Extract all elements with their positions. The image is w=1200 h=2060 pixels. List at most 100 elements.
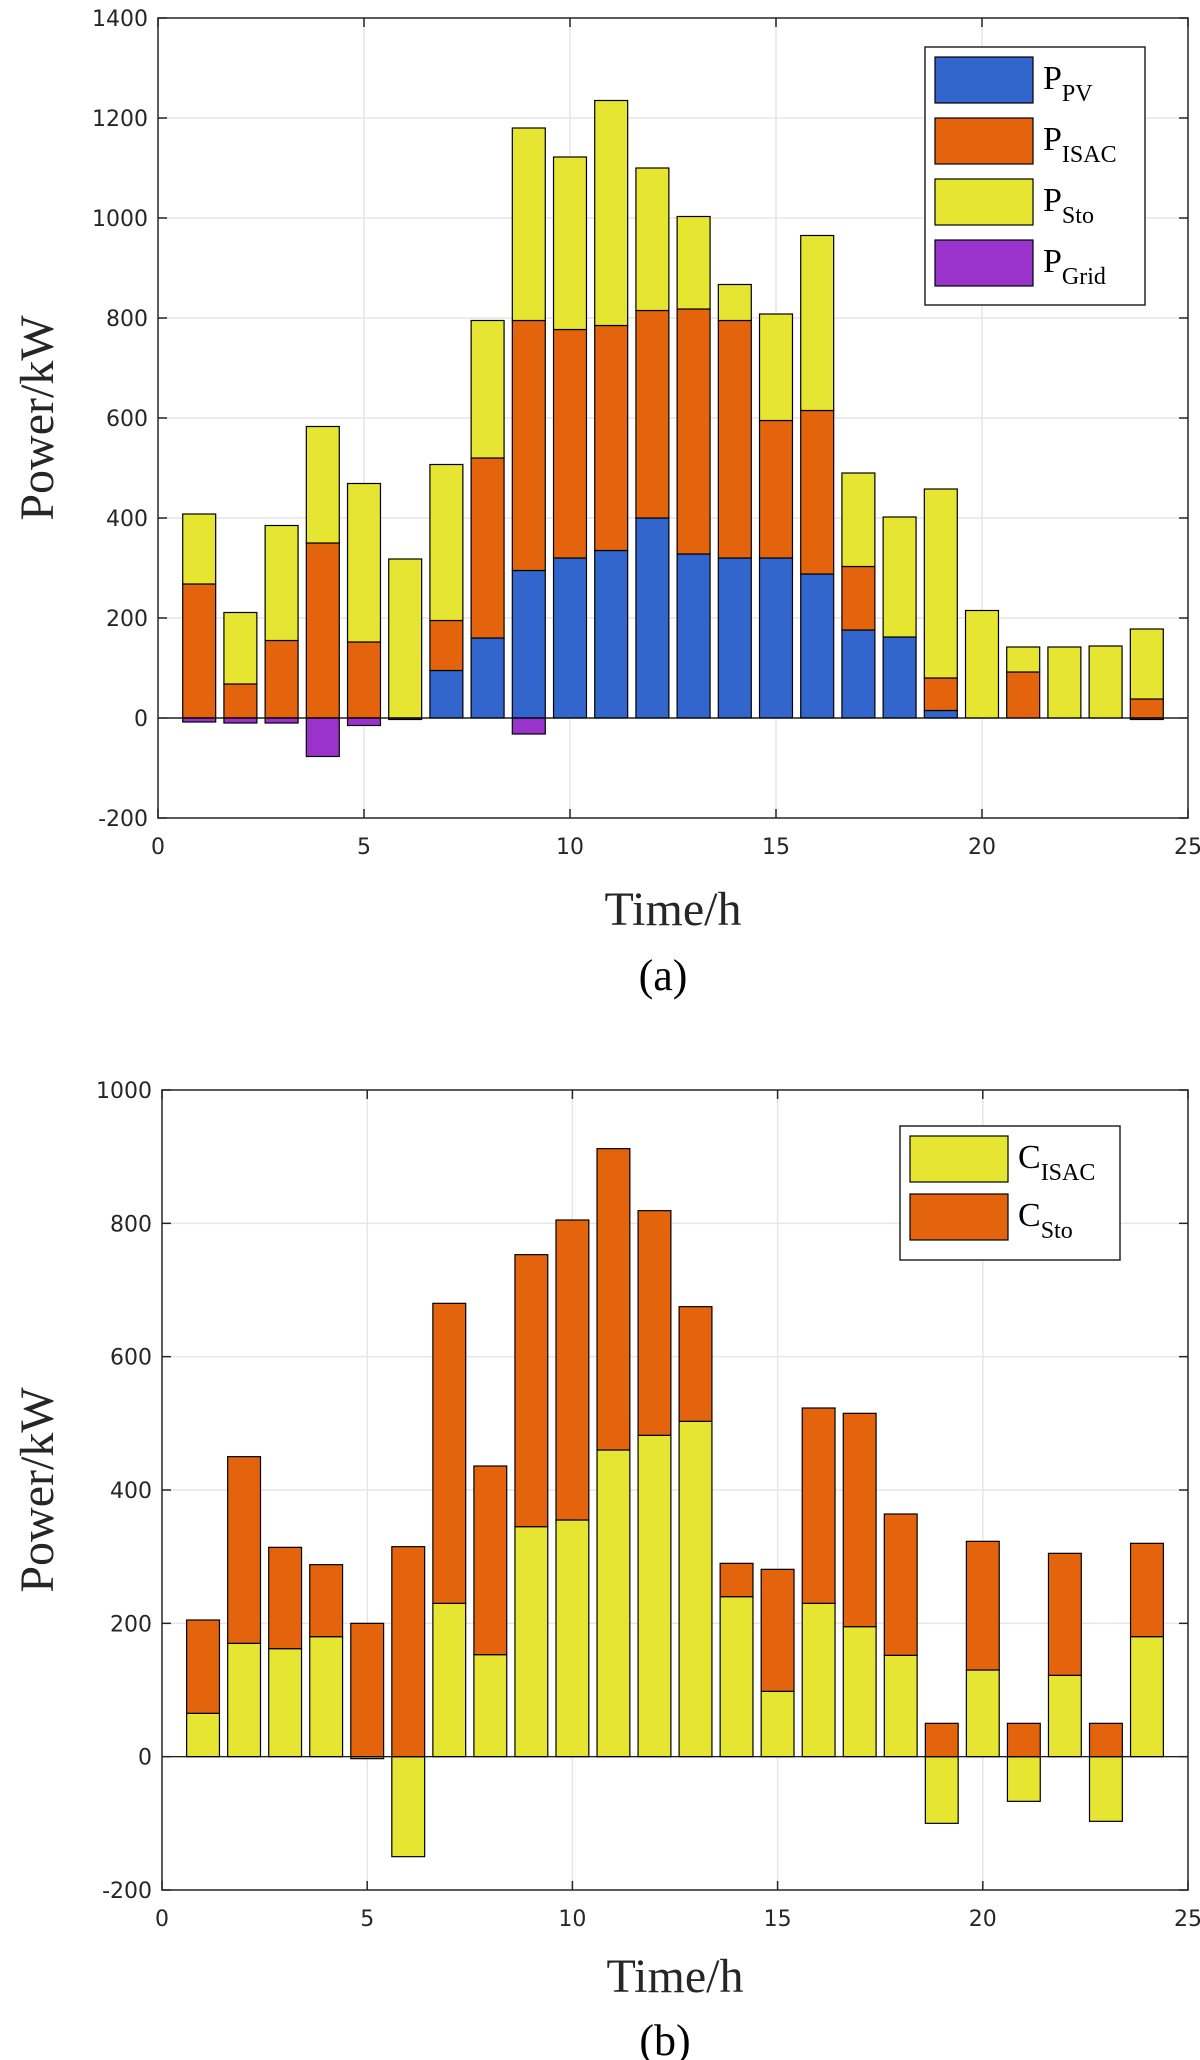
a-legend-swatch-sto <box>934 178 1034 226</box>
a-ytick-label-6: 1000 <box>92 207 148 232</box>
b-bar-sto-8 <box>473 1465 508 1656</box>
b-bar-sto-17 <box>842 1412 877 1628</box>
a-bar-pv-7 <box>429 669 464 719</box>
a-legend-label-sto: PSto <box>1043 182 1094 229</box>
b-bar-isac-7 <box>432 1602 467 1758</box>
b-bar-isac-20 <box>965 1669 1000 1758</box>
a-bar-isac-1 <box>182 583 217 719</box>
a-ytick-label-1: 0 <box>134 707 148 732</box>
a-bar-sto-2 <box>223 611 258 685</box>
a-bar-isac-8 <box>470 457 505 639</box>
b-xtick-label-2: 10 <box>558 1907 586 1932</box>
a-xtick-label-5: 25 <box>1174 835 1200 860</box>
b-bar-isac-16 <box>801 1602 836 1758</box>
a-legend: PPV PISAC PSto PGrid <box>924 46 1146 306</box>
a-bar-grid-5 <box>346 717 382 727</box>
b-bar-isac-2 <box>227 1642 262 1758</box>
a-legend-label-isac: PISAC <box>1043 121 1117 168</box>
b-bar-isac-19 <box>924 1756 959 1824</box>
b-bar-sto-12 <box>637 1210 672 1436</box>
b-bar-sto-18 <box>883 1513 918 1656</box>
a-bar-sto-12 <box>635 167 670 312</box>
a-legend-label-pv: PPV <box>1043 60 1093 107</box>
b-bar-isac-22 <box>1047 1674 1082 1758</box>
a-bar-sto-17 <box>841 472 876 568</box>
a-bar-sto-6 <box>388 558 423 719</box>
a-bar-isac-15 <box>758 419 794 559</box>
b-bar-isac-18 <box>883 1654 918 1758</box>
a-xtick-label-4: 20 <box>968 835 996 860</box>
a-ytick-label-2: 200 <box>106 607 148 632</box>
b-bar-sto-5 <box>350 1622 385 1758</box>
a-legend-swatch-pv <box>934 56 1034 104</box>
a-bar-pv-13 <box>676 553 711 719</box>
b-bar-isac-21 <box>1006 1756 1041 1802</box>
b-ytick-label-4: 600 <box>110 1346 152 1371</box>
a-bar-sto-24 <box>1129 628 1164 700</box>
a-bar-sto-22 <box>1047 646 1082 719</box>
b-bar-sto-6 <box>391 1546 426 1758</box>
b-legend-label-sto: CSto <box>1018 1197 1073 1244</box>
b-bar-isac-15 <box>760 1690 795 1758</box>
a-bar-pv-16 <box>800 573 835 719</box>
a-xtick-label-3: 15 <box>762 835 790 860</box>
a-xtick-label-2: 10 <box>556 835 584 860</box>
a-bar-pv-14 <box>717 557 752 719</box>
b-bar-isac-14 <box>719 1596 754 1758</box>
a-bar-sto-23 <box>1088 645 1123 719</box>
a-bar-sto-15 <box>758 313 794 422</box>
a-bar-sto-11 <box>594 99 629 327</box>
a-bar-pv-19 <box>923 709 958 719</box>
a-bar-isac-24 <box>1129 698 1164 719</box>
b-bar-isac-9 <box>514 1526 549 1758</box>
b-bar-isac-3 <box>268 1648 303 1758</box>
b-bar-sto-3 <box>268 1546 303 1650</box>
b-bar-sto-7 <box>432 1302 467 1604</box>
b-bar-isac-23 <box>1088 1756 1123 1822</box>
a-bar-sto-8 <box>470 319 505 459</box>
a-bar-pv-15 <box>758 557 794 719</box>
a-ytick-label-5: 800 <box>106 307 148 332</box>
b-xtick-label-5: 25 <box>1174 1907 1200 1932</box>
b-bar-sto-4 <box>309 1564 344 1638</box>
b-bar-sto-20 <box>965 1540 1000 1671</box>
a-bar-sto-4 <box>305 425 340 544</box>
a-bar-sto-19 <box>923 488 958 679</box>
a-xlabel: Time/h <box>605 883 742 936</box>
b-ytick-label-1: 0 <box>138 1746 152 1771</box>
b-bar-isac-6 <box>391 1756 426 1858</box>
b-bar-sto-14 <box>719 1562 754 1598</box>
a-ytick-label-4: 600 <box>106 407 148 432</box>
a-bar-sto-18 <box>882 516 917 638</box>
chart-b: 0 5 10 15 20 25-20002004006008001000Time/hPow… <box>11 1079 1200 2060</box>
a-bar-sto-10 <box>552 156 588 331</box>
b-xtick-label-1: 5 <box>360 1907 374 1932</box>
b-bar-sto-2 <box>227 1456 262 1644</box>
b-xlabel: Time/h <box>607 1950 744 2003</box>
a-bar-sto-3 <box>264 524 299 642</box>
a-caption: (a) <box>639 951 688 1000</box>
a-bar-sto-14 <box>717 283 752 322</box>
a-bar-grid-3 <box>264 717 299 724</box>
a-bar-pv-17 <box>841 629 876 719</box>
a-bar-isac-2 <box>223 683 258 719</box>
a-ytick-label-8: 1400 <box>92 7 148 32</box>
b-legend-swatch-sto <box>909 1193 1009 1241</box>
b-bar-isac-13 <box>678 1420 713 1758</box>
b-ytick-label-5: 800 <box>110 1212 152 1237</box>
a-bar-sto-1 <box>182 513 217 585</box>
b-bar-isac-1 <box>186 1712 221 1758</box>
chart-a: 0 5 10 15 20 25-2000200400600800100012001400T… <box>11 7 1200 1000</box>
a-bar-sto-20 <box>964 609 1000 719</box>
b-bar-sto-19 <box>924 1722 959 1758</box>
b-bar-sto-23 <box>1088 1722 1123 1758</box>
b-bar-sto-16 <box>801 1407 836 1604</box>
a-xtick-label-0: 0 <box>151 835 165 860</box>
b-xtick-label-4: 20 <box>969 1907 997 1932</box>
a-bar-pv-9 <box>511 569 546 719</box>
a-bar-pv-8 <box>470 637 505 719</box>
b-legend: CISAC CSto <box>899 1125 1121 1261</box>
a-bar-sto-7 <box>429 463 464 622</box>
a-bar-grid-4 <box>305 717 340 758</box>
